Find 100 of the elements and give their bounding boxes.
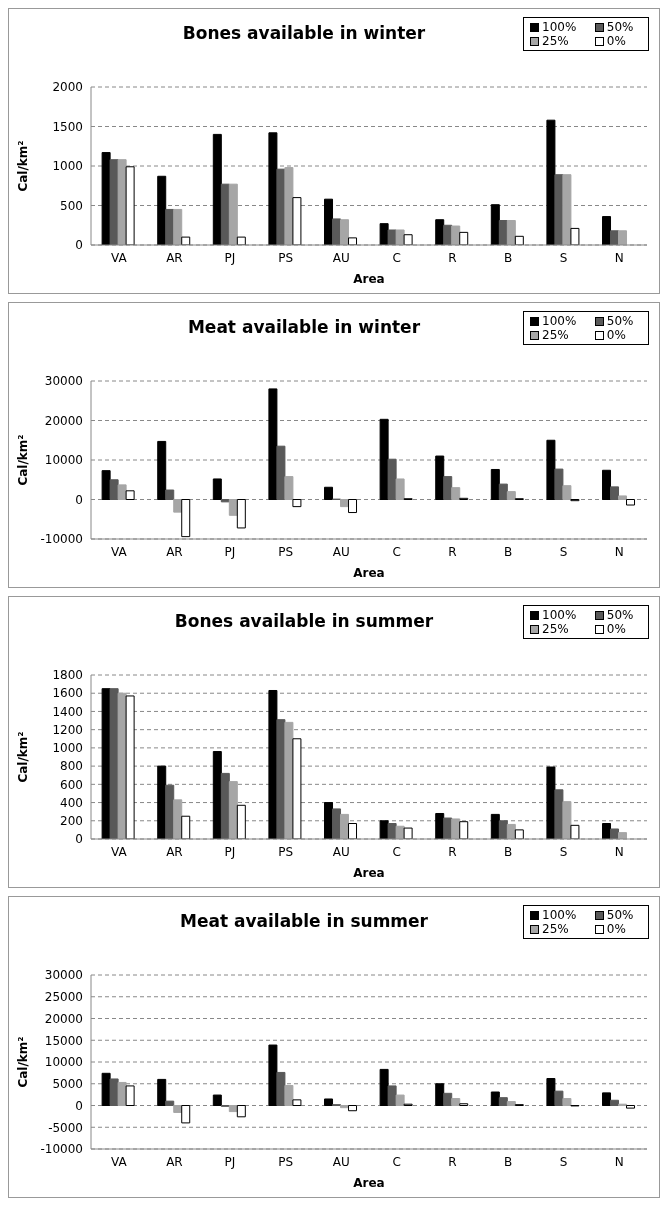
bar <box>117 1081 127 1106</box>
bar <box>268 132 278 245</box>
bar <box>292 499 302 508</box>
bar <box>332 808 342 839</box>
bar <box>212 133 222 245</box>
x-tick-label: B <box>503 250 513 265</box>
x-axis-title: Area <box>353 272 385 286</box>
bar <box>117 159 127 245</box>
bar <box>443 1092 453 1106</box>
y-axis-title: Cal/km² <box>16 1036 31 1088</box>
bar <box>451 1098 461 1106</box>
bar <box>165 1100 175 1106</box>
chart-title: Bones available in winter <box>182 23 426 43</box>
legend-label: 0% <box>606 922 626 936</box>
bar <box>236 499 246 529</box>
y-tick-label: 30000 <box>44 968 83 983</box>
bar <box>324 1098 334 1106</box>
x-tick-label: VA <box>110 544 128 559</box>
x-tick-label: VA <box>110 250 128 265</box>
bar <box>602 216 612 245</box>
x-tick-label: N <box>614 1154 624 1169</box>
bar <box>173 1105 183 1113</box>
y-axis-title: Cal/km² <box>16 434 31 486</box>
bar <box>348 1105 358 1112</box>
chart-title: Bones available in summer <box>174 611 434 631</box>
bar <box>276 1071 286 1106</box>
x-tick-label: N <box>614 250 624 265</box>
x-tick-label: C <box>392 1154 401 1169</box>
bar <box>284 167 294 245</box>
x-tick-label: R <box>448 1154 457 1169</box>
y-tick-label: 0 <box>75 238 83 253</box>
bar <box>284 1084 294 1106</box>
legend-label: 100% <box>542 608 577 622</box>
bar <box>157 175 167 245</box>
bar <box>340 219 350 245</box>
bar <box>268 1044 278 1106</box>
bar <box>236 804 246 839</box>
legend-label: 25% <box>542 922 569 936</box>
bar <box>379 223 389 245</box>
bar <box>506 220 516 245</box>
y-tick-label: 0 <box>75 832 83 847</box>
x-tick-label: AR <box>166 250 183 265</box>
bar <box>443 476 453 500</box>
y-tick-label: 2000 <box>52 80 83 95</box>
bar <box>236 1105 246 1118</box>
bar <box>109 479 119 500</box>
y-tick-label: 10000 <box>44 1055 83 1070</box>
y-tick-label: 400 <box>60 795 83 810</box>
bar <box>212 478 222 500</box>
x-tick-label: AR <box>166 544 183 559</box>
y-tick-label: -5000 <box>48 1120 83 1135</box>
x-tick-label: R <box>448 544 457 559</box>
bar <box>490 204 500 245</box>
bar <box>490 468 500 500</box>
bar <box>498 483 508 500</box>
bar <box>228 781 238 839</box>
bar <box>173 799 183 839</box>
bar <box>324 486 334 500</box>
bar <box>228 183 238 245</box>
x-tick-label: C <box>392 544 401 559</box>
bar <box>212 1094 222 1106</box>
bar <box>514 829 524 839</box>
bar <box>554 789 564 839</box>
bar <box>570 227 580 245</box>
bar <box>554 468 564 500</box>
y-tick-label: 1600 <box>52 686 83 701</box>
bar <box>506 491 516 500</box>
x-tick-label: PJ <box>224 844 236 859</box>
y-tick-label: 0 <box>75 492 83 507</box>
x-tick-label: VA <box>110 844 128 859</box>
x-tick-label: AU <box>332 250 350 265</box>
y-tick-label: 1200 <box>52 722 83 737</box>
bar <box>610 486 620 500</box>
x-tick-label: AU <box>332 544 350 559</box>
bar <box>173 499 183 513</box>
bar <box>562 1098 572 1106</box>
y-tick-label: -10000 <box>40 1142 83 1157</box>
bar <box>506 1101 516 1106</box>
bar <box>157 1078 167 1106</box>
y-axis-title: Cal/km² <box>16 140 31 192</box>
y-axis-title: Cal/km² <box>16 731 31 783</box>
x-tick-label: VA <box>110 1154 128 1169</box>
bar <box>618 495 628 500</box>
bar <box>395 229 405 245</box>
bar <box>387 1085 397 1106</box>
x-tick-label: PS <box>278 544 294 559</box>
y-tick-label: 600 <box>60 777 83 792</box>
y-tick-label: 1000 <box>52 741 83 756</box>
bar <box>125 166 135 245</box>
bar <box>562 801 572 839</box>
bar <box>570 824 580 839</box>
y-tick-label: 0 <box>75 1098 83 1113</box>
bar <box>562 174 572 245</box>
bar <box>101 1072 111 1106</box>
bar <box>490 1091 500 1106</box>
x-tick-label: PJ <box>224 250 236 265</box>
bar <box>292 1099 302 1106</box>
bar <box>403 827 413 839</box>
bar <box>379 1068 389 1106</box>
x-tick-label: PS <box>278 844 294 859</box>
